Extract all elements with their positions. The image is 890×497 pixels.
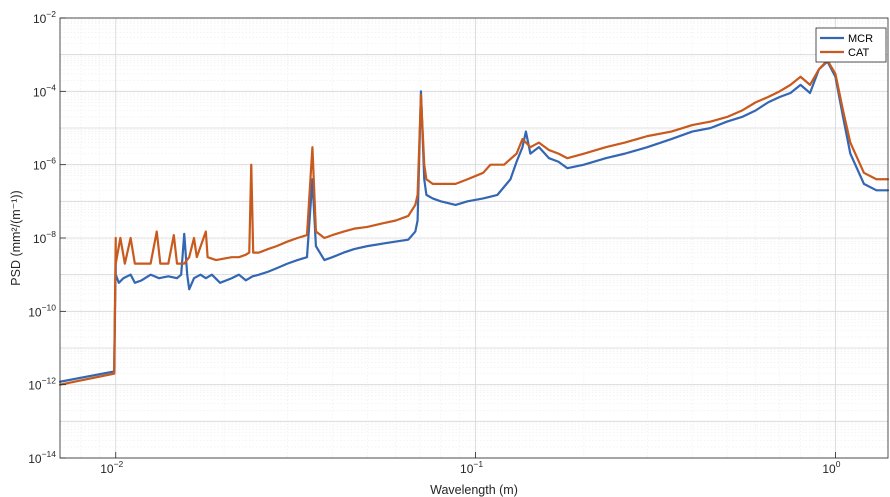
x-tick-label: 10−1: [460, 459, 483, 476]
y-tick-label: 10−12: [28, 376, 56, 393]
y-tick-label: 10−4: [33, 82, 56, 99]
y-tick-label: 10−2: [33, 9, 56, 26]
legend-box: [815, 27, 887, 63]
y-tick-label: 10−14: [28, 449, 56, 466]
y-tick-label: 10−6: [33, 156, 56, 173]
legend: MCR CAT: [815, 27, 887, 63]
x-axis-ticks: 10−2 10−1 100: [100, 452, 841, 476]
y-tick-label: 10−8: [33, 229, 56, 246]
y-tick-label: 10−10: [28, 302, 56, 319]
series-layer: [58, 59, 890, 386]
x-tick-label: 100: [822, 459, 840, 476]
series-line-mcr: [58, 60, 890, 383]
x-axis-title: Wavelength (m): [430, 483, 518, 497]
legend-label-cat: CAT: [848, 47, 869, 59]
legend-label-mcr: MCR: [848, 33, 873, 45]
minor-grid: [59, 18, 888, 458]
series-line-cat: [58, 59, 890, 386]
y-axis-ticks: 10−2 10−4 10−6 10−8 10−10 10−12 10−14: [28, 9, 66, 466]
x-tick-label: 10−2: [100, 459, 123, 476]
y-axis-title: PSD (mm²/(m⁻¹)): [9, 190, 23, 285]
